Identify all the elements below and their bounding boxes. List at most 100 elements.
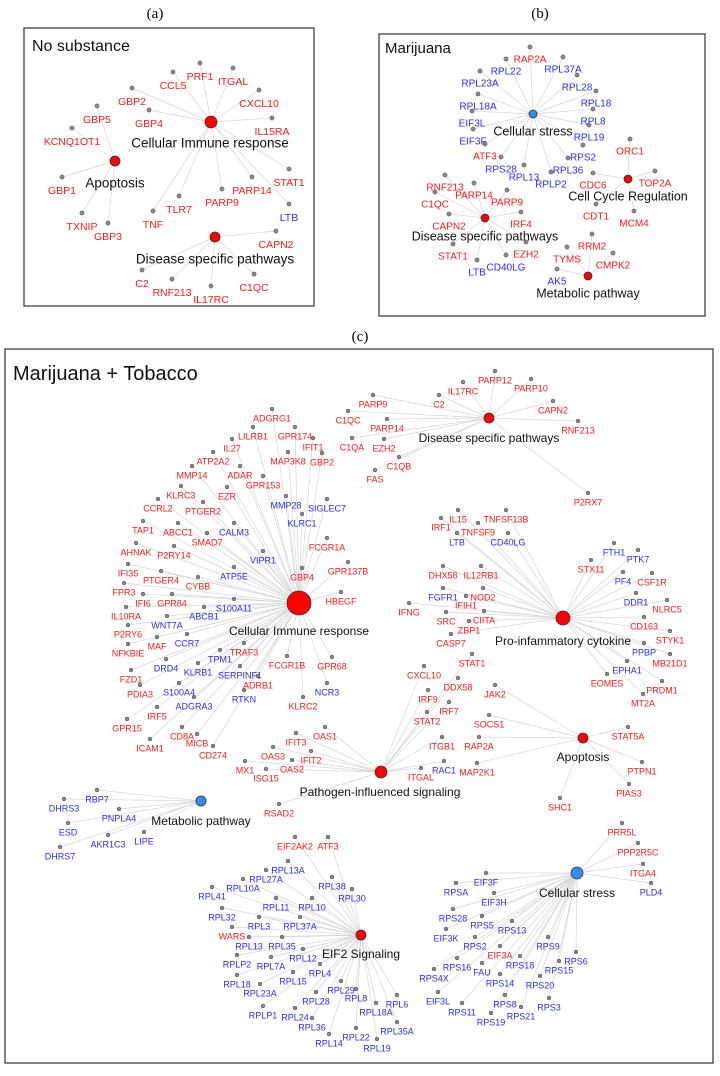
gene-node-ltb — [454, 530, 460, 536]
gene-node-parp14 — [384, 416, 390, 422]
hub-label-eif2-signaling: EIF2 Signaling — [322, 947, 400, 961]
gene-node-ifit2 — [308, 748, 314, 754]
edge-cellular-immune-response-ptger2 — [202, 501, 300, 604]
hub-label-pro-infammatory-cytokine: Pro-infammatory cytokine — [495, 634, 631, 648]
gene-label-ciita: CIITA — [473, 615, 495, 625]
edge-disease-specific-pathways-cd40lg — [484, 217, 507, 256]
gene-node-ciita — [481, 608, 487, 614]
gene-node-ptger2 — [200, 499, 206, 505]
gene-label-rpl3: RPL3 — [248, 921, 271, 931]
gene-label-ifih1: IFIH1 — [455, 600, 477, 610]
gene-node-stat1 — [450, 241, 456, 247]
gene-label-gpr174: GPR174 — [278, 431, 313, 441]
edge-cellular-stress-rpl13 — [523, 113, 534, 166]
gene-node-gpr153 — [260, 473, 266, 479]
gene-label-ahnak: AHNAK — [120, 547, 151, 557]
edge-pro-infammatory-cytokine-il12rb1 — [480, 565, 564, 619]
gene-label-rap2a: RAP2A — [514, 55, 547, 66]
hub-label-disease-specific-pathways: Disease specific pathways — [136, 252, 295, 267]
gene-label-atp2a2: ATP2A2 — [197, 456, 230, 466]
edge-pro-infammatory-cytokine-cd163 — [562, 616, 645, 619]
gene-label-rpl8: RPL8 — [345, 993, 368, 1003]
gene-node-parp10 — [528, 376, 534, 382]
edge-cellular-immune-response-ptger4 — [160, 570, 300, 604]
hub-node-disease-specific-pathways — [209, 231, 221, 243]
gene-node-tnf — [150, 208, 156, 214]
gene-node-stat2 — [424, 709, 430, 715]
gene-label-parp12: PARP12 — [478, 375, 512, 385]
gene-label-rpl14: RPL14 — [315, 1038, 343, 1048]
gene-node-rps3 — [546, 995, 552, 1001]
gene-label-rpl13: RPL13 — [509, 173, 540, 184]
gene-node-gbp4 — [299, 565, 305, 571]
gene-label-cd274: CD274 — [199, 750, 227, 760]
edge-disease-specific-pathways-ltb — [476, 217, 486, 261]
hub-label-cellular-stress: Cellular stress — [539, 886, 615, 900]
nodes-c: ADGRG1 LILRB1 GPR174 IL27 IFIT1 ATP2A2 MAP3K8 G… — [45, 368, 688, 1053]
gene-label-rpl30: RPL30 — [338, 893, 366, 903]
gene-label-adrb1: ADRB1 — [243, 680, 273, 690]
gene-label-tyms: TYMS — [553, 255, 581, 266]
panel-c: ADGRG1 LILRB1 GPR174 IL27 IFIT1 ATP2A2 MAP3K8 G… — [4, 348, 714, 1064]
gene-label-capn2: CAPN2 — [538, 405, 568, 415]
gene-label-rpsa: RPSA — [444, 887, 469, 897]
edge-pathogen-influenced-signaling-isg15 — [265, 768, 382, 773]
gene-label-csf1r: CSF1R — [637, 577, 667, 587]
edge-pro-infammatory-cytokine-il15 — [457, 509, 564, 619]
panel-b-frame — [378, 33, 706, 317]
gene-node-mt2a — [640, 691, 646, 697]
gene-label-eif3f: EIF3F — [459, 137, 486, 148]
gene-node-itgal — [418, 765, 424, 771]
panel-b-letter: (b) — [531, 6, 549, 22]
edge-cell-cycle-regulation-mcm4 — [627, 178, 635, 212]
edge-cellular-immune-response-itgal — [210, 67, 234, 123]
gene-node-rpl18 — [593, 88, 599, 94]
gene-label-c2: C2 — [433, 399, 445, 409]
edge-cellular-stress-rps3 — [548, 872, 578, 999]
gene-node-atf3 — [482, 141, 488, 147]
edge-cellular-stress-rpl28 — [532, 74, 578, 115]
gene-label-mmp28: MMP28 — [270, 500, 301, 510]
gene-node-rps20 — [537, 973, 543, 979]
gene-label-adgrg1: ADGRG1 — [253, 413, 291, 423]
edge-apoptosis-pias3 — [582, 737, 630, 785]
gene-label-traf3: TRAF3 — [230, 647, 259, 657]
gene-node-gpr84 — [169, 591, 175, 597]
gene-label-fcgr1a: FCGR1A — [309, 542, 346, 552]
edge-cellular-immune-response-gpr174 — [294, 426, 300, 604]
gene-label-gbp2: GBP2 — [118, 96, 146, 108]
gene-label-ltb: LTB — [280, 212, 298, 224]
edge-cellular-stress-rps4x — [433, 872, 578, 970]
edge-metabolic-pathway-cmpk2 — [587, 252, 614, 277]
gene-label-jak2: JAK2 — [484, 689, 506, 699]
hub-label-metabolic-pathway: Metabolic pathway — [151, 814, 250, 828]
gene-node-cxcl10 — [421, 663, 427, 669]
gene-node-rpl28 — [313, 989, 319, 995]
edge-pro-infammatory-cytokine-pf4 — [562, 571, 624, 619]
gene-label-rbp7: RBP7 — [85, 794, 109, 804]
gene-node-klrc2 — [300, 694, 306, 700]
edge-eif2-signaling-rpl12 — [302, 934, 362, 950]
gene-node-tpm1 — [217, 647, 223, 653]
gene-label-eomes: EOMES — [591, 678, 624, 688]
edge-cellular-stress-rps8 — [504, 872, 578, 996]
gene-label-ptpn1: PTPN1 — [627, 766, 656, 776]
edge-eif2-signaling-rpl10 — [311, 897, 362, 936]
gene-label-il10ra: IL10RA — [111, 611, 141, 621]
gene-node-irf4 — [518, 209, 524, 215]
gene-node-ddr1 — [633, 590, 639, 596]
edge-pathogen-influenced-signaling-irf7 — [380, 701, 450, 773]
gene-node-c2 — [139, 267, 145, 273]
gene-node-rps2 — [580, 142, 586, 148]
gene-node-styk1 — [667, 628, 673, 634]
hub-label-pathogen-influenced-signaling: Pathogen-influenced signaling — [300, 785, 461, 799]
gene-label-parp9: PARP9 — [205, 197, 239, 209]
edge-disease-specific-pathways-ezh2 — [484, 217, 527, 243]
gene-label-serpinf1: SERPINF1 — [218, 670, 262, 680]
gene-label-fau: FAU — [473, 967, 491, 977]
gene-label-gbp3: GBP3 — [94, 231, 122, 243]
edge-cellular-immune-response-stat1 — [210, 121, 290, 170]
edge-cellular-stress-rpl22 — [505, 58, 534, 115]
gene-node-rpl29 — [338, 978, 344, 984]
